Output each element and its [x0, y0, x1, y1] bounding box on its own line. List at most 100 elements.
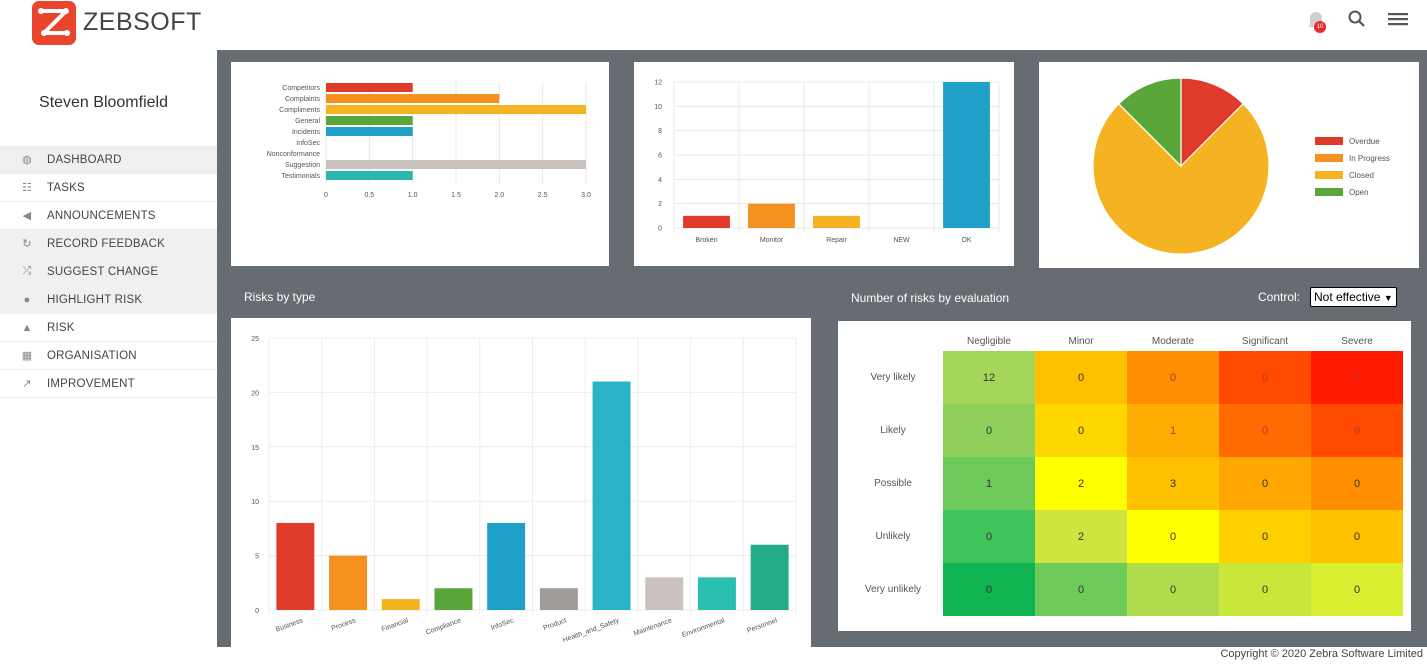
category-label: Monitor: [760, 237, 784, 244]
risk-evaluation-heatmap: Negligible Minor Moderate Significant Severe…: [838, 321, 1411, 631]
x-tick-label: 2.5: [538, 192, 548, 199]
heatmap-column-header: Negligible: [967, 336, 1011, 347]
sidebar-item-dashboard[interactable]: ◍ DASHBOARD: [0, 146, 217, 174]
risks-by-type-header: Risks by type: [231, 280, 811, 313]
bar: [326, 171, 413, 180]
asset-status-chart-panel: 0 2 4 6 8 10 12 Broken Monitor Repair NEW OK: [634, 62, 1014, 266]
bar: [943, 82, 990, 228]
bar: [683, 215, 730, 228]
heatmap-cell[interactable]: 0: [1035, 404, 1127, 457]
heatmap-cell[interactable]: 0: [1311, 563, 1403, 616]
hamburger-menu-icon[interactable]: [1387, 9, 1409, 34]
heatmap-cell[interactable]: 0: [1311, 457, 1403, 510]
heatmap-column-header: Moderate: [1151, 336, 1195, 347]
legend-swatch: [1315, 154, 1343, 162]
sidebar-item-label: TASKS: [47, 181, 85, 194]
heatmap-column-header: Significant: [1241, 336, 1289, 347]
control-select[interactable]: Not effective ▼: [1310, 287, 1397, 307]
heatmap-cell[interactable]: 0: [1219, 457, 1311, 510]
category-label: Personnel: [746, 617, 778, 635]
risks-by-type-title: Risks by type: [244, 289, 316, 304]
copyright: Copyright © 2020 Zebra Software Limited: [1220, 648, 1423, 660]
category-label: Financial: [381, 617, 410, 633]
heatmap-cell[interactable]: 0: [1219, 351, 1311, 404]
heatmap-row-header: Likely: [880, 425, 906, 436]
sidebar-item-improvement[interactable]: ↗ IMPROVEMENT: [0, 370, 217, 398]
heatmap-cell[interactable]: 2: [1035, 510, 1127, 563]
category-label: Compliments: [279, 107, 320, 114]
heatmap-cell[interactable]: 3: [1127, 457, 1219, 510]
heatmap-cell[interactable]: 1: [1127, 404, 1219, 457]
y-tick-label: 0: [255, 608, 259, 615]
zebsoft-logo[interactable]: [32, 1, 76, 45]
sidebar-item-organisation[interactable]: ▦ ORGANISATION: [0, 342, 217, 370]
category-label: Incidents: [292, 129, 321, 136]
category-label: Business: [275, 617, 305, 633]
heatmap-cell[interactable]: 0: [1035, 563, 1127, 616]
heatmap-row-header: Unlikely: [875, 531, 911, 542]
heatmap-cell[interactable]: 0: [1219, 510, 1311, 563]
shuffle-icon: ⤮: [22, 265, 32, 277]
search-icon[interactable]: [1347, 9, 1367, 34]
sidebar-item-risk[interactable]: ▲ RISK: [0, 314, 217, 342]
heatmap-cell[interactable]: 12: [943, 351, 1035, 404]
sidebar-item-suggest-change[interactable]: ⤮ SUGGEST CHANGE: [0, 258, 217, 286]
heatmap-cell[interactable]: 0: [943, 510, 1035, 563]
heatmap-cell[interactable]: 0: [1127, 351, 1219, 404]
category-label: Maintenance: [633, 617, 673, 637]
sidebar-item-highlight-risk[interactable]: ● HIGHLIGHT RISK: [0, 286, 217, 314]
x-tick-label: 0.5: [364, 192, 374, 199]
legend-swatch: [1315, 137, 1343, 145]
bar: [645, 577, 684, 610]
heatmap-cell[interactable]: 0: [1035, 351, 1127, 404]
sidebar-item-label: RISK: [47, 321, 75, 334]
bar: [381, 599, 420, 610]
heatmap-cell[interactable]: 0: [1311, 351, 1403, 404]
heatmap-cell[interactable]: 2: [1035, 457, 1127, 510]
heatmap-cell[interactable]: 0: [1219, 563, 1311, 616]
top-bar: ZEBSOFT 10: [0, 0, 1427, 50]
category-label: Process: [331, 617, 358, 632]
risks-by-type-panel: 0 5 10 15 20 25 Business Process Financial Compli…: [231, 318, 811, 647]
heatmap-cell[interactable]: 0: [1311, 404, 1403, 457]
heatmap-column-header: Minor: [1068, 336, 1094, 347]
y-tick-label: 5: [255, 554, 259, 561]
heatmap-cell[interactable]: 1: [943, 457, 1035, 510]
heatmap-cell[interactable]: 0: [1127, 510, 1219, 563]
sidebar-nav: ◍ DASHBOARD ☷ TASKS ◀ ANNOUNCEMENTS ↻ RECORD FE…: [0, 146, 217, 398]
category-label: Suggestion: [285, 162, 320, 169]
building-icon: ▦: [21, 350, 33, 362]
sidebar-item-record-feedback[interactable]: ↻ RECORD FEEDBACK: [0, 230, 217, 258]
sidebar-item-label: ORGANISATION: [47, 349, 137, 362]
brand-name: ZEBSOFT: [83, 8, 202, 36]
category-label: InfoSec: [490, 617, 515, 632]
heatmap-cell[interactable]: 0: [1311, 510, 1403, 563]
notifications-bell-icon[interactable]: 10: [1305, 8, 1327, 34]
heatmap-cell[interactable]: 0: [1219, 404, 1311, 457]
sidebar-item-announcements[interactable]: ◀ ANNOUNCEMENTS: [0, 202, 217, 230]
sidebar-item-tasks[interactable]: ☷ TASKS: [0, 174, 217, 202]
task-status-pie-panel: Overdue In Progress Closed Open: [1039, 62, 1419, 268]
risks-by-type-chart: 0 5 10 15 20 25 Business Process Financial Compli…: [251, 336, 797, 644]
dashboard-icon: ◍: [22, 154, 32, 166]
sidebar-item-label: IMPROVEMENT: [47, 377, 135, 390]
bar: [326, 105, 586, 114]
control-label: Control:: [1258, 290, 1301, 304]
heatmap-cell[interactable]: 0: [943, 404, 1035, 457]
heatmap-cell[interactable]: 0: [1127, 563, 1219, 616]
category-label: General: [295, 118, 320, 125]
category-label: Product: [542, 617, 567, 632]
chart-line-icon: ↗: [22, 378, 32, 390]
bar: [276, 522, 315, 610]
legend-label: In Progress: [1349, 154, 1390, 163]
chevron-down-icon: ▼: [1383, 293, 1393, 303]
sidebar-item-label: ANNOUNCEMENTS: [47, 209, 156, 222]
y-tick-label: 12: [654, 80, 662, 87]
y-tick-label: 15: [251, 445, 259, 452]
x-tick-label: 0: [324, 192, 328, 199]
heatmap-cell[interactable]: 0: [943, 563, 1035, 616]
risk-evaluation-title: Number of risks by evaluation: [851, 291, 1010, 305]
y-tick-label: 10: [251, 499, 259, 506]
category-label: Health_and_Safety: [562, 617, 621, 644]
pie-slice: [1117, 77, 1182, 168]
